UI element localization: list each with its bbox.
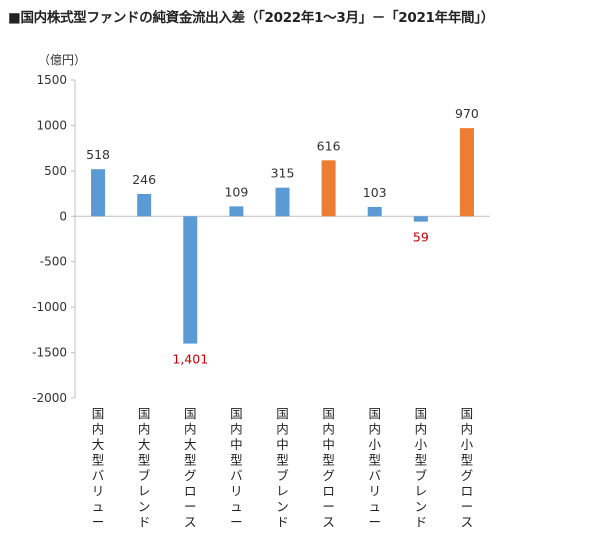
y-tick-label: -1000 <box>32 300 67 314</box>
data-label: 970 <box>455 106 479 121</box>
bar <box>367 206 382 217</box>
category-label: 国内大型グロース <box>184 406 197 530</box>
data-label: 59 <box>413 230 429 245</box>
y-tick-label: 500 <box>44 164 67 178</box>
bar <box>229 206 244 217</box>
category-label: 国内中型ブレンド <box>276 406 289 530</box>
bar <box>321 160 336 217</box>
chart-title: ■国内株式型ファンドの純資金流出入差（「2022年1～3月」－「2021年年間」… <box>8 10 494 26</box>
category-label: 国内大型バリュー <box>92 406 105 530</box>
data-label: 1,401 <box>172 352 208 367</box>
data-label: 518 <box>86 147 110 162</box>
y-unit-label: （億円） <box>38 53 86 67</box>
data-label: 246 <box>132 172 156 187</box>
y-tick-label: 0 <box>59 209 67 223</box>
data-label: 315 <box>271 166 295 181</box>
category-labels: 国内大型バリュー 国内大型ブレンド 国内大型グロース 国内中型バリュー 国内中型ブレンド… <box>92 406 474 530</box>
bars <box>91 128 474 344</box>
category-label: 国内中型グロース <box>322 406 335 530</box>
y-tick-label: -1500 <box>32 346 67 360</box>
bar <box>183 216 198 344</box>
category-label: 国内小型バリュー <box>368 406 381 530</box>
data-label: 103 <box>363 185 387 200</box>
bar <box>459 128 474 217</box>
bar <box>413 216 428 222</box>
y-tick-label: 1000 <box>36 118 67 132</box>
data-labels: 518 246 1,401 109 315 616 103 59 970 <box>86 106 479 366</box>
category-label: 国内中型バリュー <box>230 406 243 530</box>
data-label: 616 <box>317 138 341 153</box>
bar <box>137 193 152 217</box>
y-tick-label: -500 <box>40 255 67 269</box>
bar <box>91 169 106 217</box>
category-label: 国内小型グロース <box>461 406 474 530</box>
bar <box>275 187 290 217</box>
y-tick-label: 1500 <box>36 73 67 87</box>
category-label: 国内大型ブレンド <box>138 406 151 530</box>
category-label: 国内小型ブレンド <box>415 406 428 530</box>
data-label: 109 <box>224 184 248 199</box>
y-tick-label: -2000 <box>32 391 67 405</box>
